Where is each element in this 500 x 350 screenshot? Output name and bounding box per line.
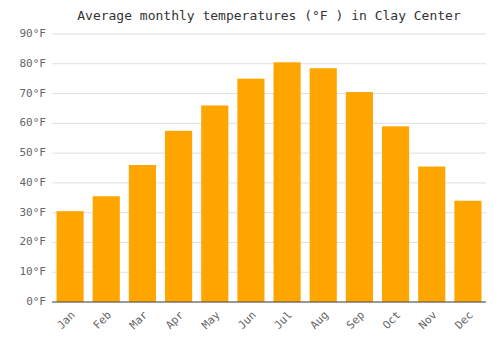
y-tick-label: 40°F — [20, 176, 47, 189]
x-tick-label: Jan — [55, 309, 78, 332]
bar — [129, 165, 156, 302]
x-tick-label: Mar — [127, 308, 151, 332]
x-axis-line — [52, 302, 486, 303]
x-tick-label: May — [199, 308, 223, 332]
bars — [57, 62, 482, 302]
y-tick-label: 30°F — [20, 206, 47, 219]
bar — [382, 126, 409, 302]
bar — [165, 131, 192, 302]
x-tick-label: Apr — [163, 308, 187, 332]
x-tick-label: Dec — [452, 309, 475, 332]
bar — [418, 167, 445, 302]
x-tick-label: Sep — [344, 309, 367, 332]
chart-svg: Average monthly temperatures (°F ) in Cl… — [0, 0, 500, 350]
y-tick-label: 60°F — [20, 116, 47, 129]
y-tick-label: 0°F — [26, 295, 46, 308]
grid-line — [52, 302, 486, 303]
bar — [93, 196, 120, 302]
grid-line — [52, 123, 486, 124]
bar — [310, 68, 337, 302]
x-axis: Jan Feb Mar Apr May Jun Jul Aug Sep Oct Nov Dec — [55, 308, 476, 332]
chart-title: Average monthly temperatures (°F ) in Cl… — [77, 8, 461, 23]
y-tick-label: 10°F — [20, 265, 47, 278]
chart-container: Average monthly temperatures (°F ) in Cl… — [0, 0, 500, 350]
bar — [346, 92, 373, 302]
y-tick-label: 80°F — [20, 57, 47, 70]
grid-line — [52, 153, 486, 154]
x-tick-label: Nov — [416, 308, 440, 332]
y-axis: 0°F 10°F 20°F 30°F 40°F 50°F 60°F 70°F 80°F 90°F — [20, 27, 47, 308]
bar — [274, 62, 301, 302]
x-tick-label: Aug — [308, 309, 331, 332]
grid — [52, 34, 486, 302]
grid-line — [52, 93, 486, 94]
bar — [454, 201, 481, 302]
bar — [237, 79, 264, 302]
bar — [57, 211, 84, 302]
y-tick-label: 50°F — [20, 146, 47, 159]
grid-line — [52, 63, 486, 64]
x-tick-label: Jun — [235, 309, 258, 332]
y-tick-label: 90°F — [20, 27, 47, 40]
x-tick-label: Feb — [91, 309, 114, 332]
bar — [201, 105, 228, 302]
grid-line — [52, 34, 486, 35]
x-tick-label: Oct — [380, 309, 403, 332]
x-tick-label: Jul — [272, 309, 295, 332]
y-tick-label: 20°F — [20, 235, 47, 248]
y-tick-label: 70°F — [20, 87, 47, 100]
